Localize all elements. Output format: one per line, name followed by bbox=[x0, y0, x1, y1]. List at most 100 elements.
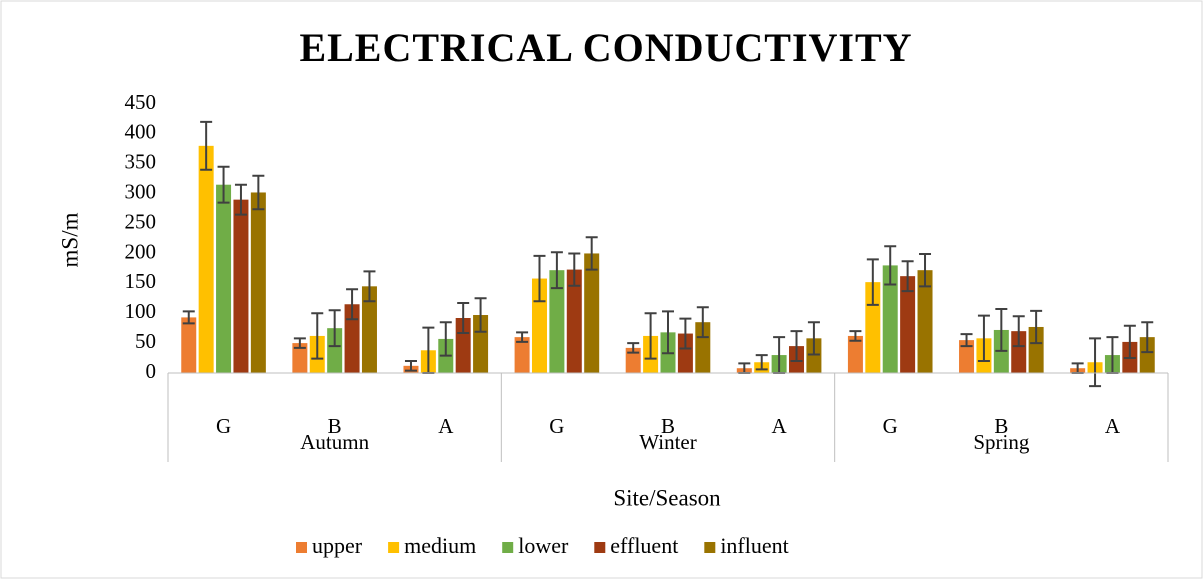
x-tick-label: B bbox=[994, 414, 1008, 438]
error-bar bbox=[439, 321, 452, 357]
y-tick-label: 250 bbox=[125, 209, 157, 233]
error-bar bbox=[200, 120, 213, 171]
error-bar bbox=[755, 354, 768, 371]
x-tick-label: B bbox=[661, 414, 675, 438]
legend-label: upper bbox=[312, 533, 363, 558]
bar bbox=[455, 318, 471, 373]
x-tick-label: B bbox=[328, 414, 342, 438]
x-group-label: Autumn bbox=[300, 430, 369, 454]
x-axis-title: Site/Season bbox=[613, 485, 721, 510]
error-bar bbox=[182, 310, 195, 325]
legend-swatch bbox=[296, 542, 307, 553]
error-bar bbox=[533, 254, 546, 303]
bar bbox=[344, 304, 360, 373]
error-bar bbox=[568, 252, 581, 287]
error-bar bbox=[363, 270, 376, 303]
y-axis-title: mS/m bbox=[57, 212, 82, 267]
error-bar bbox=[790, 330, 803, 363]
y-tick-label: 400 bbox=[125, 120, 157, 144]
error-bar bbox=[995, 308, 1008, 352]
y-tick-label: 350 bbox=[125, 150, 157, 174]
bar bbox=[1011, 331, 1027, 373]
x-tick-label: A bbox=[1105, 414, 1121, 438]
bar bbox=[327, 328, 343, 373]
error-bar bbox=[679, 317, 692, 350]
legend-swatch bbox=[594, 542, 606, 553]
x-tick-label: A bbox=[438, 414, 454, 438]
bar bbox=[181, 317, 197, 373]
bar bbox=[292, 343, 308, 373]
chart-title: ELECTRICAL CONDUCTIVITY bbox=[299, 25, 912, 70]
y-tick-label: 450 bbox=[125, 90, 157, 114]
bar bbox=[250, 192, 266, 373]
legend-label: lower bbox=[518, 533, 569, 558]
error-bar bbox=[516, 331, 529, 343]
bar bbox=[625, 347, 641, 373]
x-group-label: Spring bbox=[973, 430, 1030, 454]
error-bar bbox=[328, 309, 341, 348]
error-bar bbox=[585, 236, 598, 271]
bar bbox=[1028, 326, 1044, 373]
error-bar bbox=[457, 302, 470, 334]
error-bar bbox=[644, 312, 657, 360]
y-tick-label: 150 bbox=[125, 269, 157, 293]
legend-swatch bbox=[502, 542, 514, 553]
bar bbox=[917, 270, 933, 373]
error-bar bbox=[977, 314, 990, 363]
error-bar bbox=[474, 297, 487, 333]
y-tick-label: 50 bbox=[135, 329, 156, 353]
error-bar bbox=[1030, 309, 1043, 345]
error-bar bbox=[1123, 324, 1136, 360]
bar bbox=[900, 276, 916, 373]
error-bar bbox=[1089, 337, 1102, 388]
x-group-label: Winter bbox=[639, 430, 696, 454]
error-bar bbox=[866, 258, 879, 306]
y-tick-label: 200 bbox=[125, 239, 157, 263]
x-tick-label: A bbox=[772, 414, 788, 438]
x-tick-label: G bbox=[216, 414, 231, 438]
error-bar bbox=[849, 330, 862, 342]
bar bbox=[806, 338, 822, 373]
error-bar bbox=[919, 253, 932, 288]
error-bar bbox=[346, 288, 359, 321]
error-bar bbox=[293, 337, 306, 349]
legend-label: influent bbox=[720, 533, 788, 558]
bar bbox=[847, 335, 863, 373]
error-bar bbox=[252, 174, 265, 211]
y-tick-label: 100 bbox=[125, 299, 157, 323]
error-bar bbox=[217, 165, 230, 204]
error-bar bbox=[404, 360, 417, 372]
bar bbox=[198, 145, 214, 373]
bar bbox=[1139, 337, 1155, 373]
x-tick-label: G bbox=[883, 414, 898, 438]
bar bbox=[361, 286, 377, 373]
legend-label: effluent bbox=[610, 533, 678, 558]
error-bar bbox=[901, 260, 914, 293]
bar bbox=[549, 270, 565, 373]
error-bar bbox=[884, 245, 897, 286]
bar bbox=[233, 199, 249, 373]
error-bar bbox=[1012, 315, 1025, 348]
legend-swatch bbox=[704, 542, 716, 553]
bar bbox=[566, 269, 582, 373]
error-bar bbox=[807, 321, 820, 356]
error-bar bbox=[234, 183, 247, 216]
bar bbox=[584, 253, 600, 373]
x-tick-label: G bbox=[549, 414, 564, 438]
error-bar bbox=[662, 310, 674, 355]
bar bbox=[216, 184, 232, 373]
error-bar bbox=[1141, 321, 1154, 354]
bar bbox=[473, 315, 489, 373]
bar bbox=[677, 333, 693, 373]
legend-swatch bbox=[388, 542, 400, 553]
error-bar bbox=[696, 306, 709, 339]
bar bbox=[959, 340, 975, 373]
y-tick-label: 0 bbox=[146, 359, 157, 383]
y-tick-label: 300 bbox=[125, 179, 157, 203]
bar bbox=[695, 322, 711, 373]
error-bar bbox=[550, 251, 563, 290]
bar bbox=[882, 265, 898, 373]
bar bbox=[514, 337, 530, 373]
